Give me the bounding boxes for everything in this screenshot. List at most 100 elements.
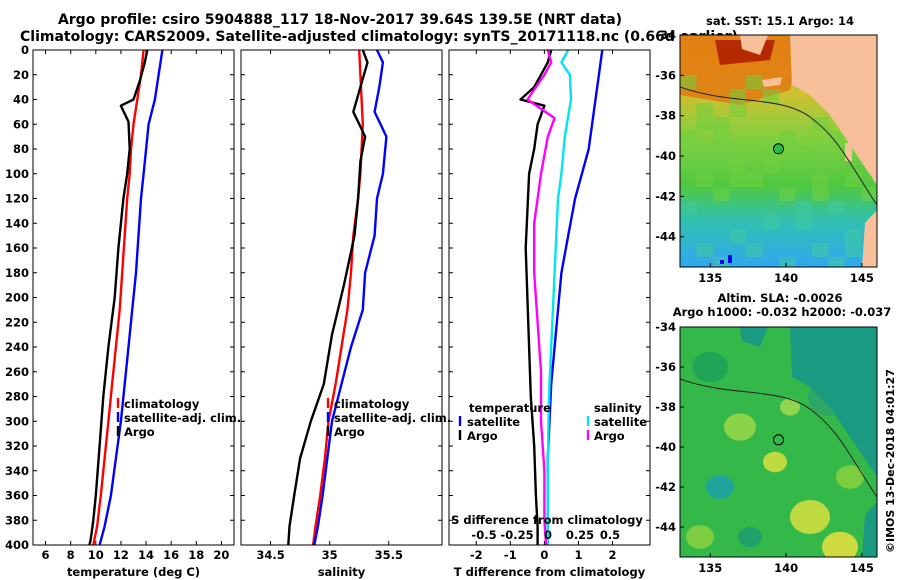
sst-map-ytick-label: -44 — [655, 230, 676, 244]
sal-xtick-label: 35 — [322, 548, 338, 562]
sla-map-ytick-label: -40 — [655, 440, 676, 454]
depth-tick-label: 40 — [13, 93, 29, 107]
sst-patch — [828, 131, 845, 145]
diff-series-s-satellite — [546, 50, 573, 545]
sla-blob — [836, 465, 864, 489]
sst-land-tasmania — [862, 210, 877, 267]
sla-map-ytick-label: -36 — [655, 360, 676, 374]
sst-patch — [746, 173, 763, 187]
sla-map: 135 140 145 -34 -36 -38 -40 -42 -44 — [655, 320, 878, 575]
sst-map-ytick-label: -36 — [655, 68, 676, 82]
depth-tick-label: 260 — [5, 365, 29, 379]
sst-map-xtick-label: 140 — [774, 271, 798, 285]
sst-patch — [828, 257, 845, 267]
sst-map: 135 140 145 -34 -36 -38 -40 -42 -44 — [655, 28, 878, 285]
sal-xtick-label: 34.5 — [256, 548, 284, 562]
secondary-tick-label: -0.5 — [471, 528, 496, 542]
sla-blob — [686, 525, 714, 549]
depth-tick-label: 0 — [21, 43, 29, 57]
sal-series-satellite-adj-clim- — [313, 50, 388, 545]
secondary-tick-label: 0 — [544, 528, 552, 542]
sla-float-marker — [773, 434, 784, 446]
sst-patch — [762, 89, 779, 103]
profile-title: Argo profile: csiro 5904888_117 18-Nov-2… — [57, 12, 623, 28]
depth-tick-label: 120 — [5, 192, 29, 206]
sla-land-peninsula — [740, 327, 768, 347]
diff-frame — [448, 49, 651, 546]
sla-map-xtick-label: 140 — [774, 561, 798, 575]
sst-map-xtick-label: 135 — [698, 271, 722, 285]
sst-patch — [795, 145, 812, 159]
sst-patch — [779, 131, 796, 145]
sst-map-ytick-label: -34 — [655, 28, 676, 42]
sst-patch — [696, 117, 713, 131]
sst-land-island — [762, 77, 782, 87]
sst-map-xtick-label: 145 — [850, 271, 874, 285]
sst-land-island2 — [845, 143, 852, 161]
legend-label: Argo — [334, 425, 365, 439]
sst-patch — [729, 89, 746, 103]
sst-map-title: sat. SST: 15.1 Argo: 14 — [705, 14, 855, 28]
sst-patch — [713, 117, 730, 131]
temp-xlabel: temperature (deg C) — [67, 565, 200, 579]
sst-patch — [696, 243, 713, 257]
legend-label: climatology — [124, 397, 200, 411]
secondary-tick-label: 0.25 — [566, 528, 594, 542]
sst-patch — [779, 257, 796, 267]
sla-map-xtick-label: 145 — [850, 561, 874, 575]
diff-panel: -2 -1 0 1 2 T difference from climatology — [448, 49, 651, 579]
sla-land-mainland — [790, 327, 877, 477]
sla-map-frame — [679, 326, 878, 558]
legend-label: satellite-adj. clim. — [334, 411, 451, 425]
legend-label: Argo — [467, 429, 498, 443]
diff-xtick-label: -2 — [470, 548, 483, 562]
temp-xtick-label: 20 — [213, 548, 229, 562]
sst-patch — [713, 187, 730, 201]
sst-patch — [762, 159, 779, 173]
sst-patch — [779, 187, 796, 201]
sla-map-subtitle: Argo h1000: -0.032 h2000: -0.037 — [672, 305, 892, 319]
depth-tick-label: 320 — [5, 439, 29, 453]
diff-series-t-satellite — [546, 50, 604, 545]
depth-tick-label: 200 — [5, 291, 29, 305]
depth-tick-label: 20 — [13, 68, 29, 82]
temp-xtick-label: 10 — [88, 548, 104, 562]
depth-tick-label: 280 — [5, 390, 29, 404]
temp-xtick-label: 16 — [163, 548, 179, 562]
sal-panel: 34.5 35 35.5 salinity — [240, 49, 443, 579]
sla-shelf-contour — [680, 378, 877, 498]
sla-map-ytick-label: -44 — [655, 520, 676, 534]
sst-map-ytick-label: -42 — [655, 189, 676, 203]
temp-series-climatology — [92, 50, 145, 545]
sst-patch — [845, 173, 862, 187]
legend-label: satellite-adj. clim. — [124, 411, 241, 425]
legend-title-temperature: temperature — [469, 401, 551, 415]
sst-map-content — [680, 35, 877, 267]
temp-series-argo — [88, 50, 149, 545]
depth-tick-label: 60 — [13, 117, 29, 131]
sla-map-xtick-label: 135 — [698, 561, 722, 575]
climatology-title: Climatology: CARS2009. Satellite-adjuste… — [20, 29, 738, 45]
sla-blob — [692, 351, 728, 383]
sst-land-mainland — [790, 35, 877, 185]
depth-tick-label: 360 — [5, 489, 29, 503]
sst-patch — [795, 201, 812, 215]
sst-patch — [713, 131, 730, 145]
depth-tick-label: 400 — [5, 538, 29, 552]
sst-patch — [746, 75, 763, 89]
imos-credit: ©IMOS 13-Dec-2018 04:01:27 — [884, 369, 897, 553]
diff-xlabel: T difference from climatology — [454, 565, 646, 579]
depth-tick-label: 300 — [5, 414, 29, 428]
sst-shelf-contour — [680, 86, 877, 206]
sla-blob — [780, 398, 800, 416]
legend-title-salinity: salinity — [594, 401, 642, 415]
depth-tick-label: 220 — [5, 315, 29, 329]
secondary-tick-label: -0.25 — [500, 528, 533, 542]
temp-xtick-label: 8 — [67, 548, 75, 562]
sst-missing-data — [728, 255, 732, 263]
sst-patch — [845, 229, 862, 243]
sst-patch — [729, 173, 746, 187]
secondary-tick-label: 0.5 — [600, 528, 620, 542]
sla-land-tasmania — [862, 502, 877, 557]
